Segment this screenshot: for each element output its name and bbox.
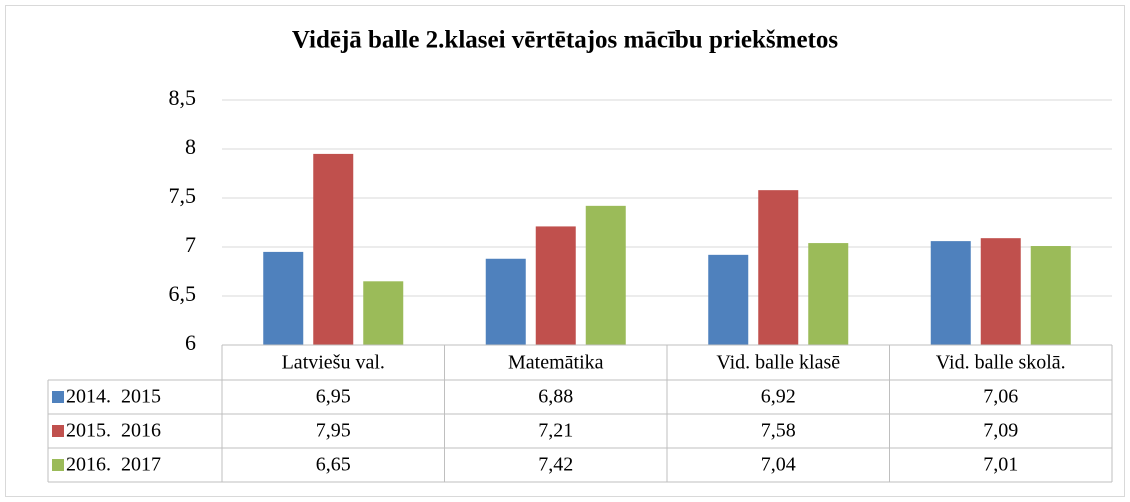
data-table-value: 7,09	[983, 420, 1018, 442]
data-table-value: 7,42	[538, 454, 573, 476]
data-table-value: 6,95	[316, 386, 351, 408]
bar	[585, 205, 626, 345]
bar	[808, 243, 849, 345]
data-table-value: 7,06	[983, 386, 1018, 408]
data-table-value: 7,58	[761, 420, 796, 442]
legend-swatch	[52, 425, 64, 437]
bar	[1030, 246, 1071, 345]
bar	[535, 226, 576, 345]
y-tick-label: 8	[185, 134, 196, 159]
data-table-value: 6,92	[761, 386, 796, 408]
bar	[708, 254, 749, 345]
bar	[980, 238, 1021, 345]
data-table-value: 7,95	[316, 420, 351, 442]
bar	[758, 190, 799, 345]
y-tick-label: 6	[185, 330, 196, 355]
bar	[485, 258, 526, 345]
data-table-value: 6,65	[316, 454, 351, 476]
x-tick-label: Vid. balle klasē	[716, 352, 840, 374]
bar	[363, 281, 404, 345]
x-tick-label: Latviešu val.	[282, 352, 385, 374]
bar	[313, 153, 354, 345]
bar	[930, 241, 971, 345]
legend-label: 2015. 2016	[66, 420, 161, 442]
y-tick-label: 7,5	[169, 183, 197, 208]
y-tick-label: 8,5	[169, 85, 197, 110]
chart-title: Vidējā balle 2.klasei vērtētajos mācību …	[292, 27, 838, 54]
data-table-value: 7,04	[761, 454, 796, 476]
y-tick-label: 7	[185, 232, 196, 257]
data-table-value: 6,88	[538, 386, 573, 408]
legend-label: 2016. 2017	[66, 454, 161, 476]
legend-swatch	[52, 391, 64, 403]
data-table-value: 7,01	[983, 454, 1018, 476]
y-tick-label: 6,5	[169, 281, 197, 306]
data-table-value: 7,21	[538, 420, 573, 442]
legend-label: 2014. 2015	[66, 386, 161, 408]
bar	[263, 251, 304, 345]
legend-swatch	[52, 459, 64, 471]
x-tick-label: Vid. balle skolā.	[936, 352, 1066, 374]
x-tick-label: Matemātika	[508, 352, 604, 374]
